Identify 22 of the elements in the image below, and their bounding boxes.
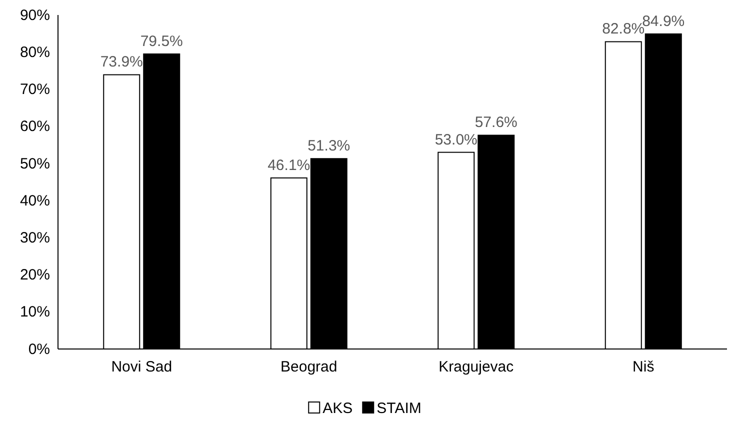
data-label: 57.6% <box>474 114 518 132</box>
data-label: 73.9% <box>100 54 143 71</box>
x-tick-label: Novi Sad <box>111 358 172 376</box>
y-tick-label: 90% <box>20 6 50 24</box>
x-tick-label: Beograd <box>280 358 338 376</box>
y-tick-label: 0% <box>28 340 50 358</box>
y-tick-label: 80% <box>20 44 50 61</box>
data-label: 53.0% <box>434 131 478 148</box>
y-tick-label: 30% <box>20 229 50 246</box>
y-tick-label: 60% <box>20 118 50 136</box>
data-label: 51.3% <box>308 138 350 155</box>
x-tick-label: Niš <box>632 358 654 376</box>
data-label: 79.5% <box>140 32 183 50</box>
y-tick-label: 50% <box>20 155 50 172</box>
y-tick-label: 40% <box>20 192 50 210</box>
y-tick-label: 70% <box>20 81 50 98</box>
y-tick-label: 10% <box>20 304 50 321</box>
data-label: 46.1% <box>268 156 310 174</box>
legend-label: AKS <box>322 400 353 417</box>
y-tick-label: 20% <box>20 266 50 284</box>
x-tick-label: Kragujevac <box>438 358 514 376</box>
legend-label: STAIM <box>376 400 422 417</box>
